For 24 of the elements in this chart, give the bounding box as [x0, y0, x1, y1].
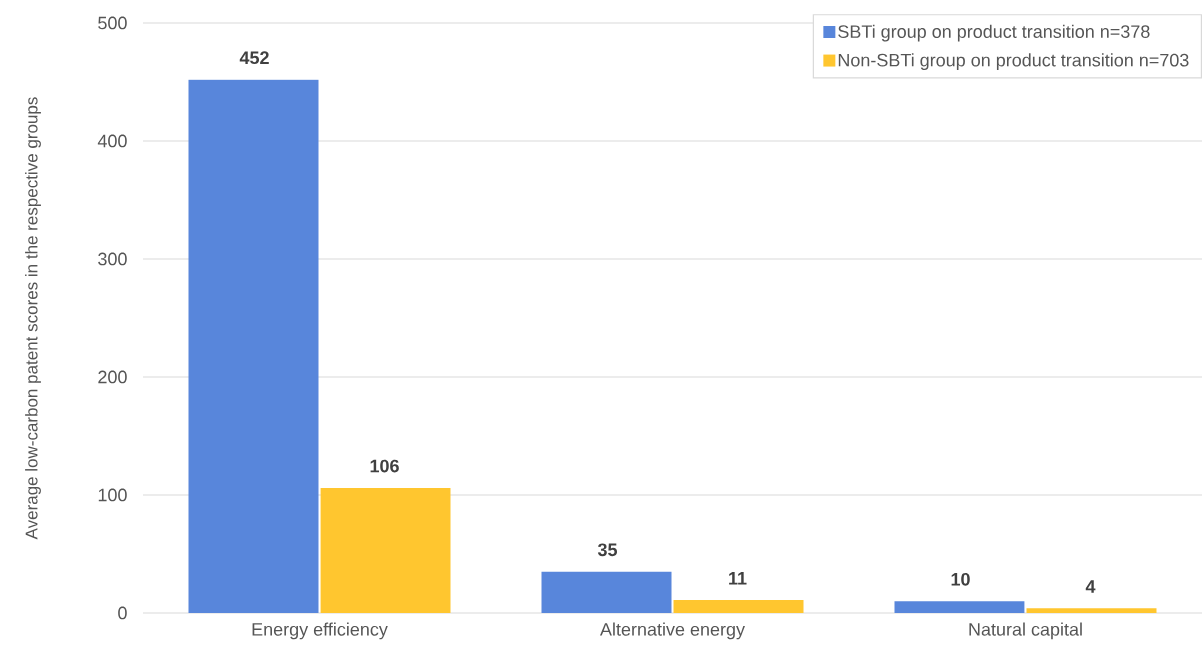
data-label: 452: [239, 51, 269, 65]
bar: [541, 571, 672, 613]
y-tick-label: 200: [98, 370, 127, 384]
x-tick-label: Natural capital: [969, 622, 1082, 640]
y-tick-label: 500: [98, 16, 127, 30]
data-label: 11: [729, 572, 747, 585]
data-label: 106: [370, 459, 399, 473]
data-label: 4: [1085, 580, 1096, 593]
legend-label: Non-SBTi group on product transition n=703: [838, 53, 1189, 71]
bar: [673, 600, 804, 613]
y-tick-label: 0: [118, 606, 127, 620]
x-tick-label: Energy efficiency: [252, 622, 388, 640]
data-label: 10: [951, 572, 970, 586]
legend-label: SBTi group on product transition n=378: [838, 24, 1150, 42]
x-tick-label: Alternative energy: [599, 622, 745, 640]
data-label: 35: [597, 543, 618, 557]
bar: [1026, 608, 1157, 613]
bar: [894, 601, 1025, 613]
y-axis-title: Average low-carbon patent scores in the respective groups: [25, 97, 41, 540]
bar: [320, 487, 451, 613]
y-tick-label: 400: [97, 134, 127, 148]
y-tick-label: 300: [98, 252, 127, 266]
bar: [188, 79, 319, 613]
y-tick-label: 100: [98, 488, 127, 502]
